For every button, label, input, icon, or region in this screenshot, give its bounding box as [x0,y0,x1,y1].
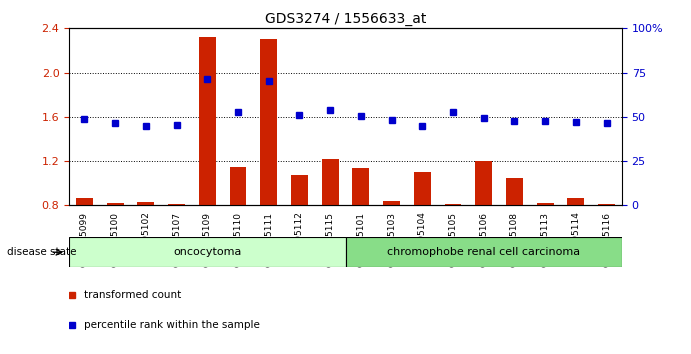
Bar [168,204,185,205]
Bar [322,159,339,205]
Title: GDS3274 / 1556633_at: GDS3274 / 1556633_at [265,12,426,26]
Bar [346,237,622,267]
Bar [352,168,369,205]
Bar [598,204,615,205]
Text: percentile rank within the sample: percentile rank within the sample [84,320,261,330]
Bar [76,198,93,205]
Bar [69,237,346,267]
Bar [567,198,585,205]
Text: oncocytoma: oncocytoma [173,247,241,257]
Bar [475,161,492,205]
Bar [199,37,216,205]
Bar [444,204,462,205]
Bar [506,178,523,205]
Bar [229,167,247,205]
Bar [383,201,400,205]
Text: chromophobe renal cell carcinoma: chromophobe renal cell carcinoma [387,247,580,257]
Bar [291,176,308,205]
Bar [414,172,430,205]
Bar [261,39,277,205]
Text: transformed count: transformed count [84,290,182,300]
Bar [106,203,124,205]
Bar [138,202,154,205]
Bar [537,203,553,205]
Text: disease state: disease state [7,247,77,257]
